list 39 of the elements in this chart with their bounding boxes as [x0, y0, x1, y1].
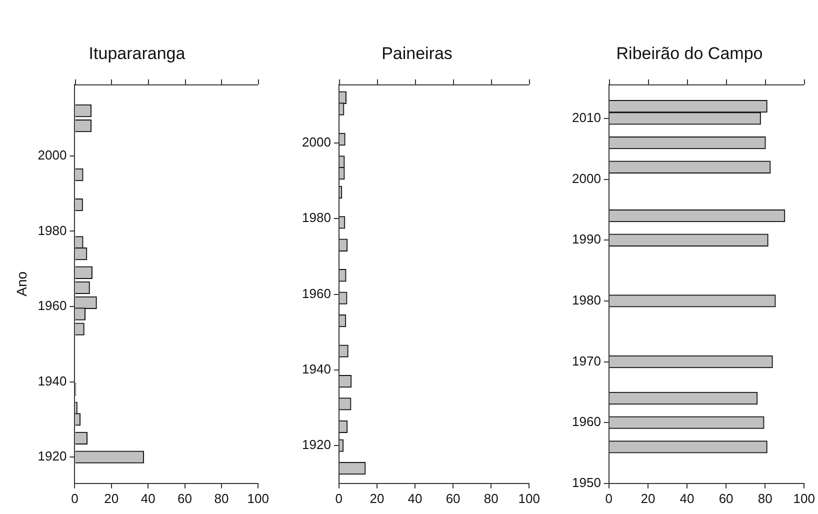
x-tick-label: 40	[408, 490, 422, 506]
x-tick-label: 0	[71, 490, 78, 506]
y-tick-label: 1920	[302, 437, 331, 452]
x-tick-label: 20	[370, 490, 384, 506]
y-tick-label: 1980	[38, 222, 67, 238]
y-tick-label: 2000	[302, 134, 331, 150]
y-tick-label: 1960	[38, 298, 67, 314]
x-tick-label: 80	[758, 490, 772, 506]
x-tick-label: 80	[214, 490, 229, 506]
x-tick-label: 100	[247, 490, 270, 506]
x-tick-label: 40	[680, 490, 694, 506]
y-tick-label: 1960	[302, 286, 331, 301]
y-tick-label: 2000	[38, 147, 67, 162]
x-tick-label: 80	[484, 490, 498, 506]
x-tick-label: 0	[605, 490, 613, 506]
y-tick-label: 2000	[572, 170, 601, 186]
y-axis-title: Ano	[13, 271, 30, 296]
chart-title: Paineiras	[382, 44, 452, 63]
y-tick-label: 1950	[572, 474, 601, 490]
y-tick-label: 1960	[572, 414, 601, 430]
x-tick-label: 20	[640, 490, 656, 506]
y-tick-label: 1990	[572, 232, 601, 247]
y-tick-label: 1940	[302, 362, 331, 377]
y-tick-label: 1920	[38, 448, 67, 464]
x-tick-label: 100	[793, 490, 816, 506]
chart-title: Itupararanga	[88, 44, 186, 63]
x-tick-label: 60	[446, 490, 460, 506]
y-tick-label: 1980	[302, 210, 331, 226]
y-tick-label: 1940	[38, 373, 67, 388]
chart-title: Ribeirão do Campo	[616, 44, 763, 63]
x-tick-label: 60	[718, 490, 734, 506]
x-tick-label: 0	[335, 490, 343, 506]
x-tick-label: 100	[518, 490, 540, 506]
y-tick-label: 1980	[572, 292, 601, 308]
x-tick-label: 20	[104, 490, 119, 506]
x-tick-label: 40	[140, 490, 156, 506]
y-tick-label: 2010	[572, 110, 601, 126]
y-tick-label: 1970	[572, 353, 601, 368]
x-tick-label: 60	[178, 490, 192, 506]
